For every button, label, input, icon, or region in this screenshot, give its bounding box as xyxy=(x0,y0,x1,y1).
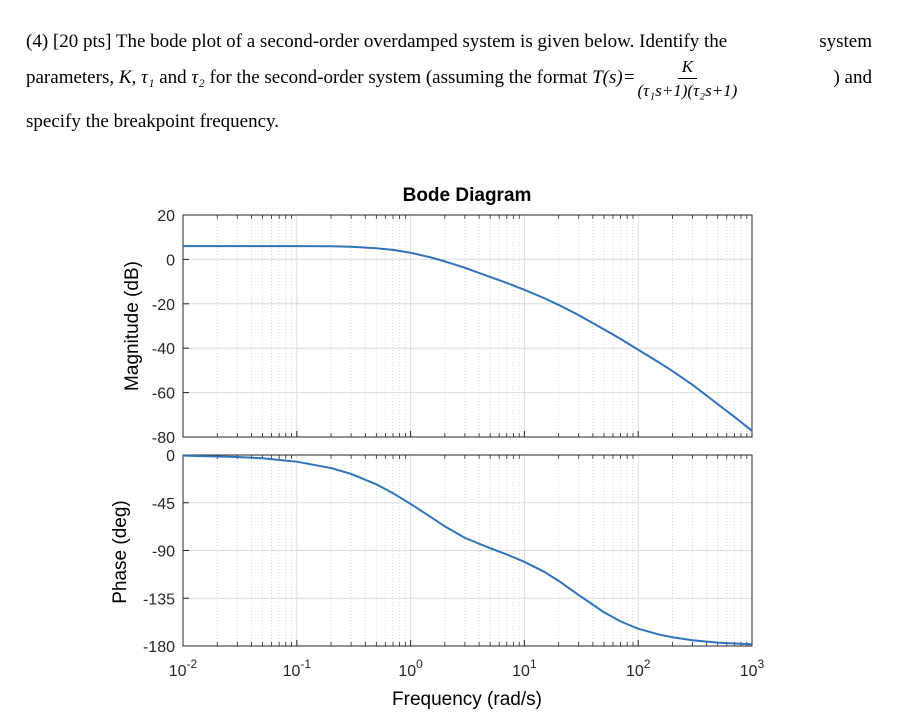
phase-y-tick-label: -45 xyxy=(152,496,175,513)
question-line-1: (4) [20 pts] The bode plot of a second-o… xyxy=(26,24,872,60)
phase-axis-label: Phase (deg) xyxy=(110,500,131,604)
magnitude-y-tick-label: -80 xyxy=(152,430,175,447)
question-line-3: specify the breakpoint frequency. xyxy=(26,111,280,132)
question-line-2-c: and xyxy=(154,66,192,88)
transfer-function-fraction: K (τ₁s+1)(τ₂s+1) xyxy=(638,58,738,99)
magnitude-y-tick-label: -40 xyxy=(152,341,175,358)
magnitude-axis-label: Magnitude (dB) xyxy=(122,261,143,391)
symbol-tau2: τ₂ xyxy=(191,66,205,88)
question-line-1-right: system xyxy=(819,31,872,52)
fraction-denominator: (τ₁s+1)(τ₂s+1) xyxy=(637,80,738,100)
x-tick-label: 100 xyxy=(398,657,423,680)
transfer-function-lhs: T(s)= xyxy=(592,66,636,88)
fraction-numerator: K xyxy=(677,58,698,79)
magnitude-plot-area xyxy=(183,215,752,437)
magnitude-series-line xyxy=(183,245,753,432)
question-line-1-left: (4) [20 pts] The bode plot of a second-o… xyxy=(26,31,728,52)
question-line-2-d: for the second-order system (assuming th… xyxy=(204,66,593,88)
magnitude-y-tick-label: -60 xyxy=(152,386,175,403)
question-line-2-a: parameters, xyxy=(26,66,119,88)
x-tick-label: 101 xyxy=(512,657,537,680)
x-tick-label: 10-1 xyxy=(283,657,312,680)
question-line-2: parameters, K, τ₁ and τ₂ for the second-… xyxy=(26,58,872,99)
x-tick-label: 10-2 xyxy=(169,657,198,680)
magnitude-y-tick-label: -20 xyxy=(152,297,175,314)
magnitude-y-tick-label: 0 xyxy=(166,252,175,269)
magnitude-axes-box xyxy=(182,214,753,438)
x-axis-label: Frequency (rad/s) xyxy=(392,689,542,710)
question-line-2-end: ) and xyxy=(833,67,872,88)
phase-y-tick-label: -135 xyxy=(143,591,175,608)
question-text: (4) [20 pts] The bode plot of a second-o… xyxy=(26,24,872,140)
x-tick-label: 102 xyxy=(626,657,651,680)
phase-y-tick-label: -90 xyxy=(152,544,175,561)
chart-title: Bode Diagram xyxy=(403,185,532,206)
x-tick-label: 103 xyxy=(740,657,765,680)
symbol-K: K xyxy=(118,66,132,88)
question-line-2-b: , xyxy=(131,66,142,88)
symbol-tau1: τ₁ xyxy=(141,66,155,88)
magnitude-y-tick-label: 20 xyxy=(157,208,175,225)
phase-series-line xyxy=(182,454,753,646)
phase-axes-box xyxy=(182,454,753,647)
phase-y-tick-label: -180 xyxy=(143,639,175,656)
phase-y-tick-label: 0 xyxy=(166,448,175,465)
